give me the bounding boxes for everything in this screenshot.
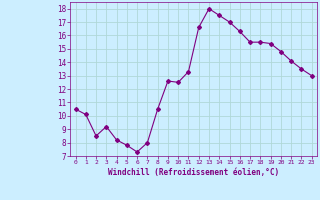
X-axis label: Windchill (Refroidissement éolien,°C): Windchill (Refroidissement éolien,°C) [108, 168, 279, 177]
